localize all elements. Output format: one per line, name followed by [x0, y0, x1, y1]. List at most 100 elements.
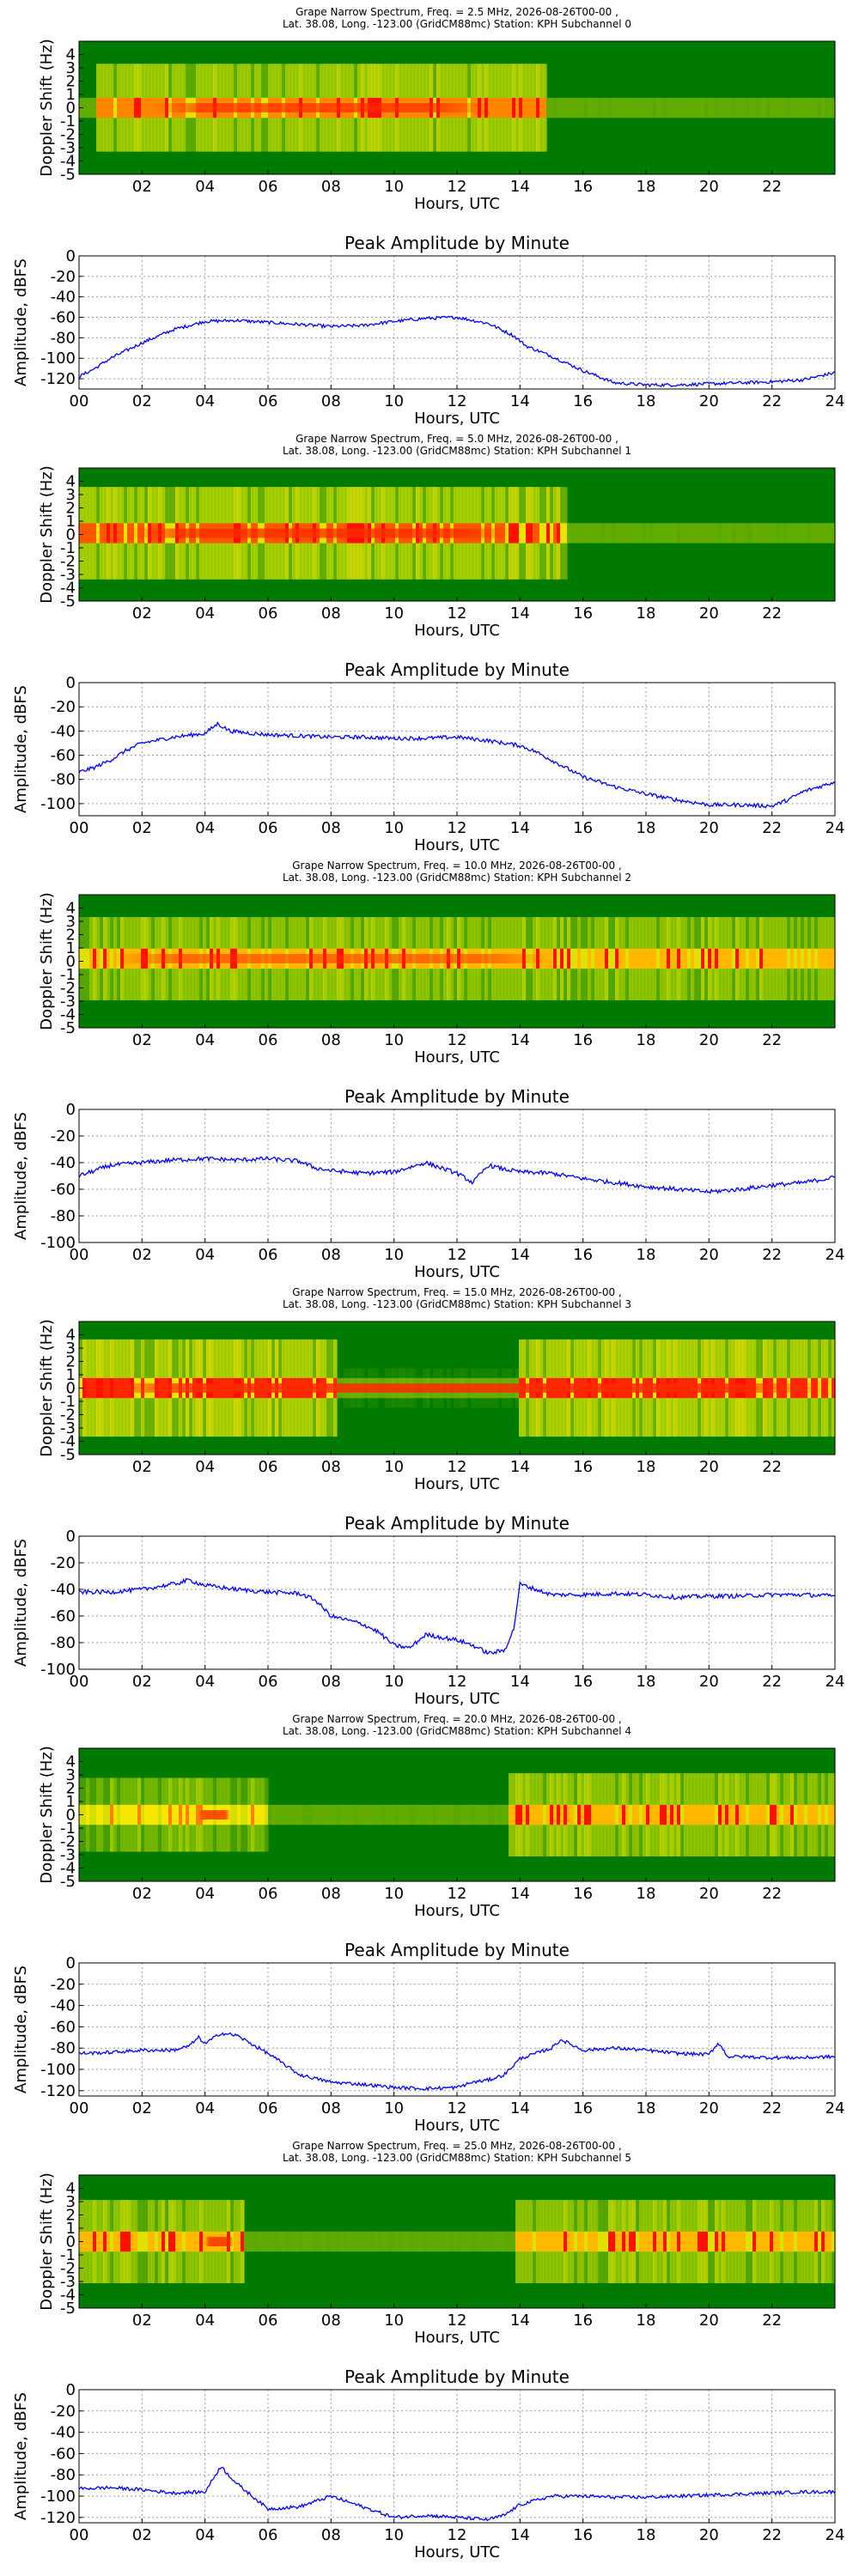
x-tick-label: 12 — [448, 392, 467, 410]
spectrogram-core-cell — [711, 2231, 716, 2252]
spectrogram-core-cell — [82, 97, 87, 118]
spectrogram-core-cell — [93, 2231, 97, 2252]
spectrogram-core-cell — [543, 97, 547, 118]
spectrogram-core-cell — [354, 2231, 358, 2252]
spectrogram-core-cell — [673, 97, 678, 118]
spectrogram-core-cell — [271, 2231, 276, 2252]
spectrogram-core-cell — [577, 1804, 582, 1826]
spectrogram-core-cell — [230, 1804, 235, 1826]
spectrogram-core-cell — [718, 1804, 722, 1826]
spectrogram-core-cell — [698, 948, 702, 969]
x-tick-label: 16 — [573, 392, 593, 410]
spectrogram-title-line1: Grape Narrow Spectrum, Freq. = 10.0 MHz,… — [292, 860, 621, 872]
spectrogram-core-cell — [100, 523, 104, 544]
x-tick-label: 04 — [195, 2099, 215, 2117]
amplitude-panel-2: Peak Amplitude by Minute 0 -20 -40 -60 -80 -10… — [12, 1086, 844, 1281]
spectrogram-core-cell — [344, 2231, 348, 2252]
spectrogram-core-cell — [567, 97, 571, 118]
spectrogram-core-cell — [653, 948, 657, 969]
spectrogram-core-cell — [522, 1804, 527, 1826]
y-tick-label: -120 — [40, 2509, 76, 2527]
y-tick-label: -20 — [51, 698, 76, 716]
spectrogram-core-cell — [103, 2231, 107, 2252]
spectrogram-core-cell — [182, 1804, 186, 1826]
y-tick-label: -2 — [60, 126, 76, 144]
x-tick-label: 06 — [259, 2526, 278, 2544]
spectrogram-core-cell — [725, 1804, 729, 1826]
spectrogram-core-cell — [182, 2231, 186, 2252]
spectrogram-core-cell — [282, 2231, 286, 2252]
x-tick-label: 12 — [448, 1673, 467, 1691]
spectrogram-core-cell — [560, 948, 564, 969]
spectrogram-core-cell — [821, 2231, 825, 2252]
x-tick-label: 16 — [573, 2526, 593, 2544]
spectrogram-core-cell — [608, 97, 612, 118]
y-tick-label: -80 — [51, 1634, 76, 1652]
spectrogram-core-cell — [656, 948, 661, 969]
spectrogram-core-cell — [636, 97, 640, 118]
y-tick-label: 3 — [66, 2193, 76, 2211]
spectrogram-core-cell — [773, 2231, 777, 2252]
spectrogram-core-cell — [632, 2231, 637, 2252]
x-tick-label: 20 — [699, 1031, 719, 1049]
spectrogram-core-cell — [120, 523, 125, 544]
spectrogram-title-line2: Lat. 38.08, Long. -123.00 (GridCM88mc) S… — [283, 1725, 631, 1737]
spectrogram-core-cell — [728, 97, 733, 118]
spectrogram-core-cell — [440, 1804, 444, 1826]
spectrogram-core-cell — [498, 1804, 503, 1826]
spectrogram-core-cell — [457, 1804, 461, 1826]
y-tick-label: -80 — [51, 2039, 76, 2057]
spectrogram-core-cell — [512, 1804, 516, 1826]
spectrogram-core-cell — [708, 97, 712, 118]
x-tick-label: 20 — [699, 2099, 719, 2117]
spectrogram-core-cell — [608, 948, 612, 969]
x-tick-label: 08 — [321, 605, 341, 623]
spectrogram-core-cell — [471, 1804, 475, 1826]
x-tick-label: 06 — [259, 1885, 278, 1903]
spectrogram-core-cell — [567, 1804, 571, 1826]
spectrogram-core-cell — [137, 1804, 142, 1826]
spectrogram-core-cell — [491, 2231, 496, 2252]
spectrogram-core-cell — [124, 523, 128, 544]
x-tick-label: 20 — [699, 2312, 719, 2330]
spectrogram-core-cell — [285, 1804, 289, 1826]
spectrogram-core-cell — [725, 523, 729, 544]
spectrogram-core-cell — [680, 523, 685, 544]
spectrogram-core-cell — [584, 948, 588, 969]
spectrogram-core-cell — [412, 1804, 417, 1826]
spectrogram-core-cell — [460, 1804, 465, 1826]
spectrogram-core-cell — [79, 948, 83, 969]
spectrogram-core-cell — [821, 1804, 825, 1826]
spectrogram-core-cell — [577, 948, 582, 969]
x-tick-label: 16 — [573, 1458, 593, 1476]
spectrogram-core-cell — [378, 2231, 382, 2252]
y-tick-label: 0 — [66, 1380, 76, 1398]
spectrogram-core-cell — [113, 97, 118, 118]
spectrogram-core-cell — [639, 2231, 643, 2252]
spectrogram-core-cell — [564, 2231, 568, 2252]
spectrogram-core-cell — [107, 948, 111, 969]
amplitude-series-line — [78, 721, 836, 809]
spectrogram-core-cell — [443, 2231, 448, 2252]
spectrogram-core-cell — [344, 1804, 348, 1826]
spectrogram-core-cell — [529, 97, 533, 118]
spectrogram-title-line2: Lat. 38.08, Long. -123.00 (GridCM88mc) S… — [283, 18, 631, 30]
x-tick-label: 14 — [510, 1885, 530, 1903]
spectrogram-core-cell — [787, 1804, 791, 1826]
spectrogram-core-cell — [320, 2231, 324, 2252]
spectrogram-core-cell — [110, 97, 114, 118]
spectrogram-core-cell — [186, 1804, 190, 1826]
x-tick-label: 04 — [195, 1458, 215, 1476]
spectrogram-core-cell — [601, 1804, 606, 1826]
spectrogram-core-cell — [749, 2231, 753, 2252]
x-tick-label: 04 — [195, 178, 215, 196]
spectrogram-core-cell — [739, 948, 743, 969]
spectrogram-core-cell — [454, 2231, 458, 2252]
spectrogram-core-cell — [807, 523, 812, 544]
spectrogram-core-cell — [797, 1804, 801, 1826]
spectrogram-core-cell — [787, 523, 791, 544]
spectrogram-core-cell — [172, 1804, 176, 1826]
x-tick-label: 22 — [762, 178, 782, 196]
spectrogram-core-cell — [89, 2231, 94, 2252]
spectrogram-core-cell — [749, 97, 753, 118]
